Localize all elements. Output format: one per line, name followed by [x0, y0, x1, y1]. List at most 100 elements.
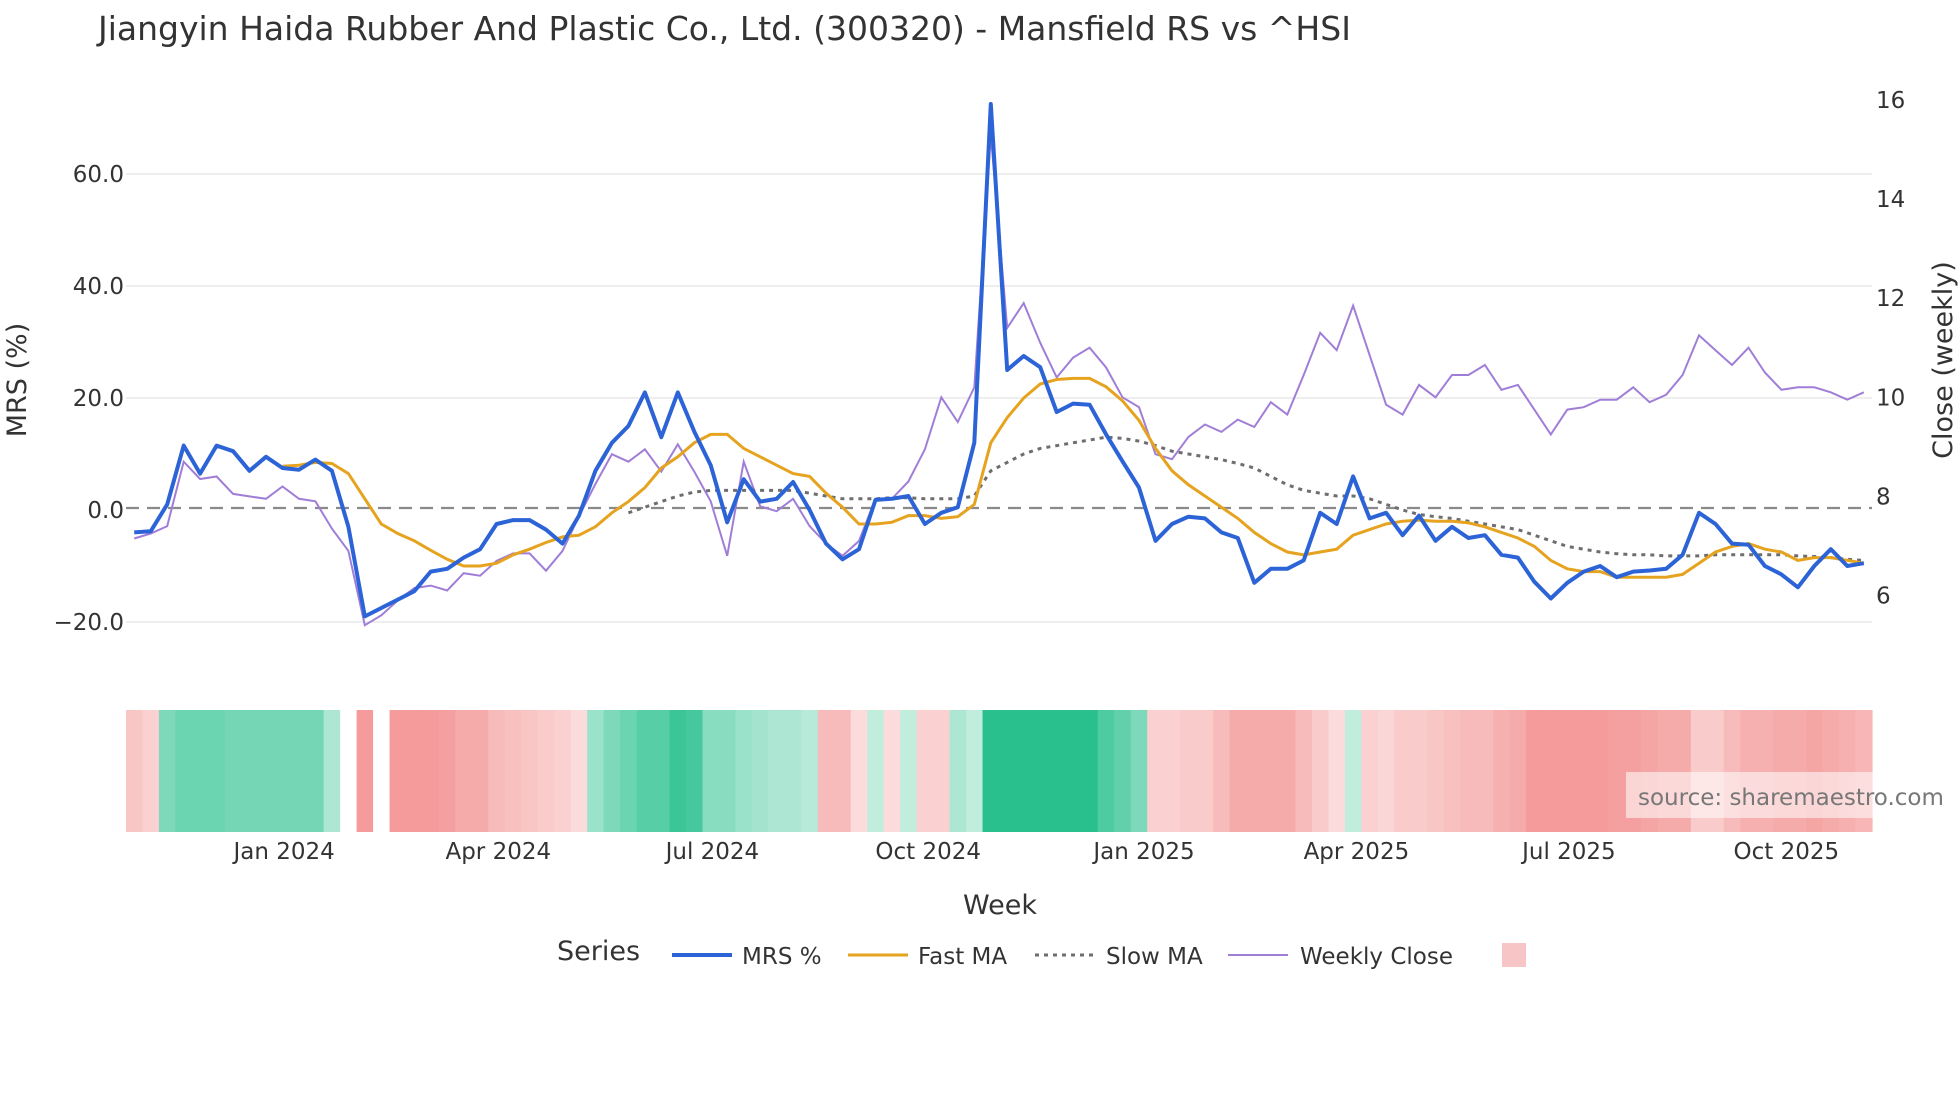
left-y-ticks: 60.0 40.0 20.0 0.0 −20.0 [54, 162, 124, 636]
chart-title: Jiangyin Haida Rubber And Plastic Co., L… [96, 9, 1351, 48]
strip-cell [817, 710, 835, 832]
x-axis-title: Week [963, 890, 1037, 921]
mrs-line [134, 102, 1865, 619]
legend-title: Series [557, 936, 640, 967]
strip-cell [191, 710, 209, 832]
x-tick-label: Jan 2024 [231, 839, 334, 865]
strip-cell [241, 710, 259, 832]
strip-cell [1180, 710, 1198, 832]
strip-cell [537, 710, 555, 832]
strip-cell [158, 710, 177, 832]
strip-cell [1493, 710, 1511, 832]
grid-lines [126, 173, 1872, 623]
fast-ma-line [282, 376, 1865, 579]
strip-cell [1443, 710, 1461, 832]
strip-cell [1147, 710, 1165, 832]
y2-tick-label: 12 [1876, 286, 1905, 312]
legend-strip-swatch [1502, 943, 1526, 967]
y2-tick-label: 6 [1876, 583, 1891, 609]
strip-cell [1608, 710, 1626, 832]
strip-cell [686, 710, 704, 832]
strip-cell [949, 710, 967, 832]
strip-cell [587, 710, 605, 832]
strip-cell [1526, 710, 1544, 832]
strip-cell [504, 710, 522, 832]
strip-cell [307, 710, 325, 832]
strip-cell [784, 710, 802, 832]
y2-axis-title: Close (weekly) [1928, 261, 1959, 459]
strip-cell [1344, 710, 1362, 832]
strip-cell [175, 710, 193, 832]
strip-cell [1476, 710, 1494, 832]
strip-cell [735, 710, 753, 832]
strip-cell [1361, 710, 1379, 832]
y-tick-label: −20.0 [54, 610, 124, 636]
strip-cell [1575, 710, 1593, 832]
y-axis-title: MRS (%) [2, 323, 33, 438]
strip-cell [1591, 710, 1610, 832]
x-tick-label: Oct 2025 [1733, 839, 1839, 865]
x-tick-label: Jul 2025 [1520, 839, 1616, 865]
y-tick-label: 0.0 [87, 498, 124, 524]
strip-cell [1097, 710, 1115, 832]
strip-cell [603, 710, 621, 832]
strip-cell [1114, 710, 1132, 832]
strip-cell [933, 710, 951, 832]
strip-cell [1328, 710, 1346, 832]
strip-cell [702, 710, 720, 832]
strip-cell [718, 710, 737, 832]
strip-cell [751, 710, 769, 832]
y-tick-label: 20.0 [73, 386, 124, 412]
slow-ma-line [627, 435, 1864, 562]
strip-cell [1295, 710, 1313, 832]
strip-cell [768, 710, 786, 832]
x-tick-label: Apr 2025 [1304, 839, 1410, 865]
series-lines [133, 102, 1865, 627]
strip-cell [1064, 710, 1082, 832]
source-label: source: sharemaestro.com [1638, 785, 1944, 811]
strip-cell [653, 710, 671, 832]
strip-cell [1262, 710, 1280, 832]
strip-cell [224, 710, 242, 832]
y2-tick-label: 14 [1876, 187, 1905, 213]
legend-close-label: Weekly Close [1300, 944, 1453, 970]
strip-cell [620, 710, 638, 832]
strip-cell [323, 710, 341, 832]
strip-cell [1081, 710, 1099, 832]
strip-cell [455, 710, 473, 832]
strip-cell [142, 710, 160, 832]
strip-cell [867, 710, 885, 832]
strip-cell [1048, 710, 1066, 832]
strip-cell [1542, 710, 1560, 832]
x-tick-label: Jul 2024 [664, 839, 760, 865]
x-tick-label: Oct 2024 [875, 839, 981, 865]
strip-cell [1229, 710, 1247, 832]
strip-cell [999, 710, 1017, 832]
strip-cell [801, 710, 819, 832]
strip-cell [471, 710, 489, 832]
strip-cell [373, 710, 391, 832]
x-ticks: Jan 2024 Apr 2024 Jul 2024 Oct 2024 Jan 2025… [231, 839, 1839, 865]
strip-cell [982, 710, 1000, 832]
strip-cell [389, 710, 407, 832]
strip-cell [290, 710, 308, 832]
strip-cell [521, 710, 539, 832]
legend-fast-label: Fast MA [918, 944, 1007, 970]
strip-cell [1427, 710, 1445, 832]
legend: Series MRS % Fast MA Slow MA Weekly Clos… [557, 936, 1526, 970]
strip-cell [570, 710, 588, 832]
strip-cell [422, 710, 440, 832]
strip-cell [406, 710, 424, 832]
strip-cell [1163, 710, 1181, 832]
strip-cell [1509, 710, 1527, 832]
strip-cell [126, 710, 144, 832]
legend-slow-label: Slow MA [1106, 944, 1203, 970]
x-tick-label: Jan 2025 [1091, 839, 1194, 865]
regime-strip [126, 710, 1873, 832]
strip-cell [340, 710, 358, 832]
strip-cell [850, 710, 868, 832]
strip-cell [900, 710, 918, 832]
y2-tick-label: 10 [1876, 385, 1905, 411]
strip-cell [1015, 710, 1033, 832]
strip-cell [1377, 710, 1395, 832]
